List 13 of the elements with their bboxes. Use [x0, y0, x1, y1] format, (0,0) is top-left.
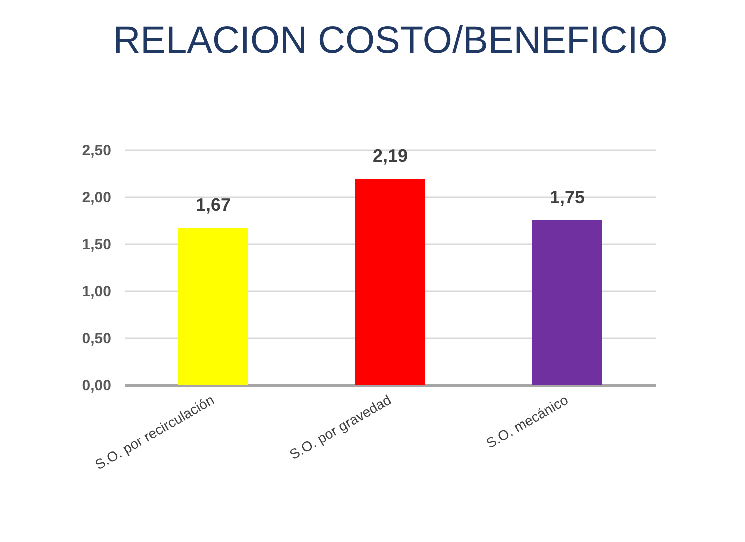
- bar: [532, 220, 602, 385]
- y-tick-label: 0,50: [82, 330, 112, 348]
- data-label: 1,67: [196, 195, 232, 216]
- y-tick-label: 2,00: [82, 190, 112, 206]
- chart-title: RELACION COSTO/BENEFICIO: [113, 20, 668, 62]
- bar: [178, 228, 248, 385]
- y-tick-label: 1,00: [82, 284, 112, 300]
- y-tick-label: 0,00: [82, 378, 112, 394]
- data-label: 2,19: [372, 146, 408, 166]
- data-label: 1,75: [550, 188, 586, 208]
- bar: [356, 179, 426, 385]
- y-tick-label: 2,50: [82, 142, 112, 160]
- y-tick-label: 1,50: [82, 236, 112, 254]
